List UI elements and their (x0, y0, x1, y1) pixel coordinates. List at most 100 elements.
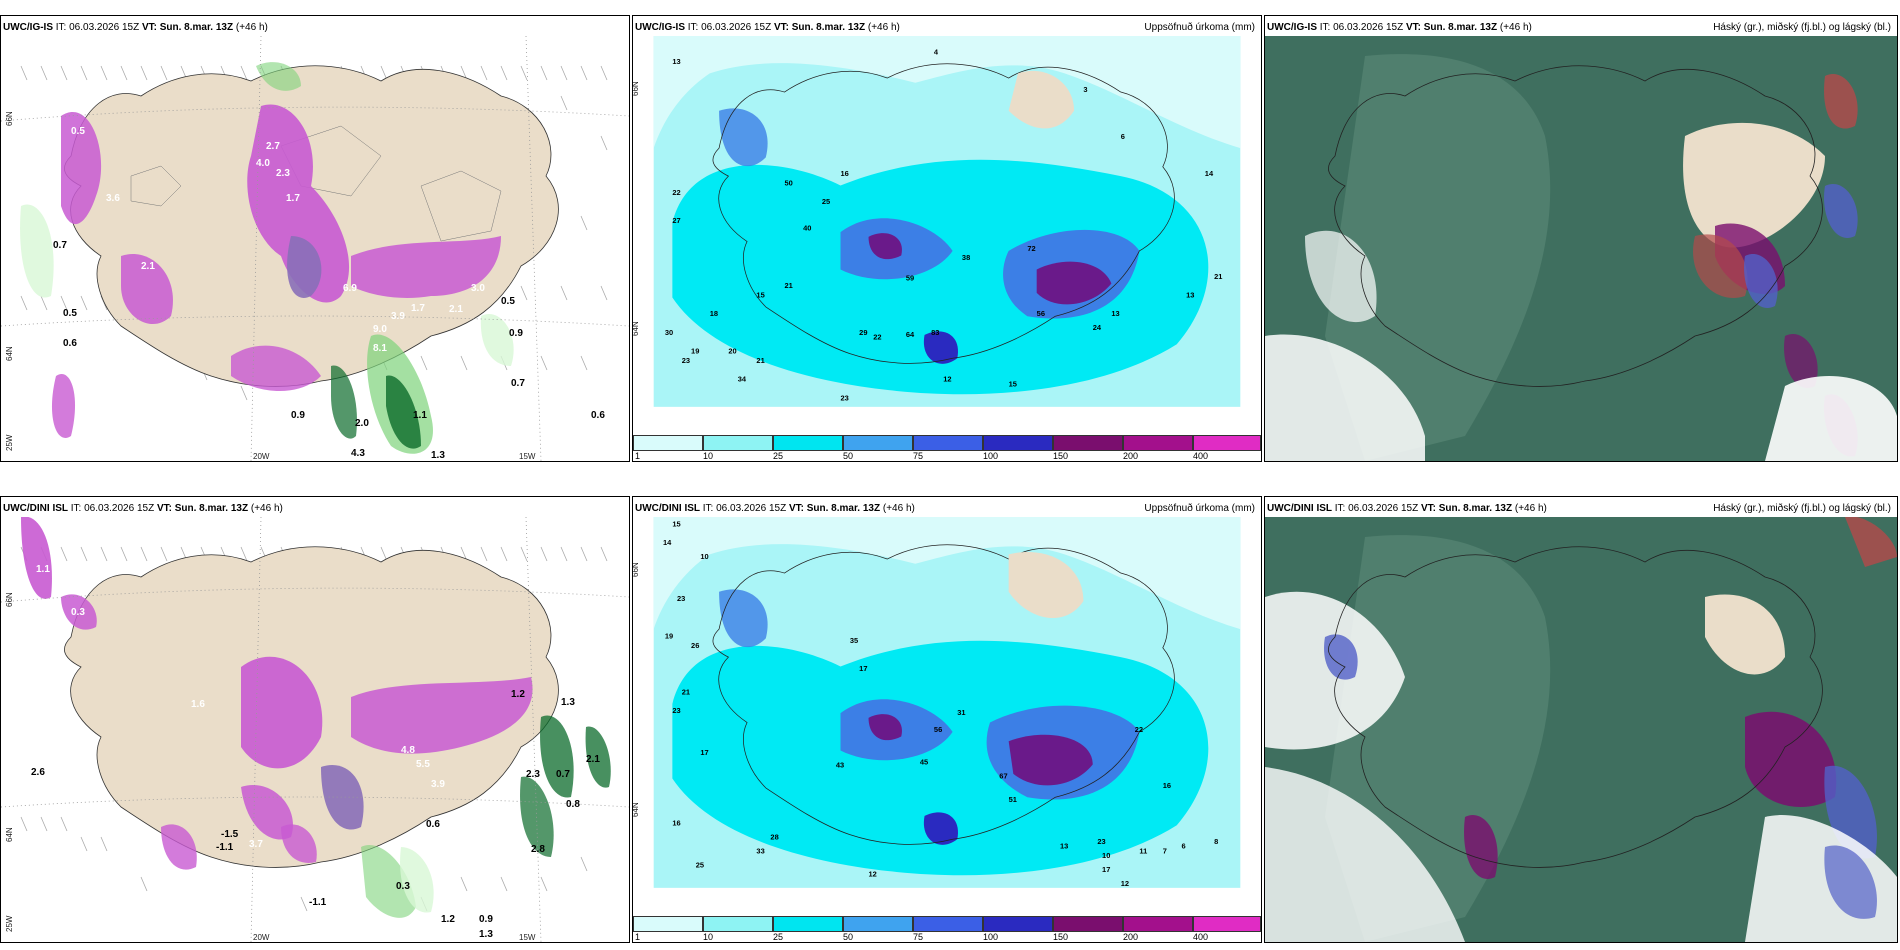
svg-text:31: 31 (957, 708, 965, 717)
lat-label: 64N (5, 827, 14, 842)
svg-text:0.7: 0.7 (511, 378, 525, 389)
svg-text:0.9: 0.9 (479, 914, 493, 925)
svg-text:4.8: 4.8 (401, 745, 415, 756)
svg-text:1.1: 1.1 (413, 410, 427, 421)
svg-text:4: 4 (934, 48, 939, 57)
colorbar-swatch (983, 435, 1053, 451)
svg-text:1.6: 1.6 (191, 699, 205, 710)
svg-text:4.3: 4.3 (351, 448, 365, 459)
svg-text:-1.5: -1.5 (221, 829, 239, 840)
svg-text:1.2: 1.2 (441, 914, 455, 925)
svg-text:16: 16 (672, 818, 680, 827)
panel-header: UWC/DINI ISL IT: 06.03.2026 15Z VT: Sun.… (635, 503, 915, 514)
svg-text:23: 23 (677, 594, 685, 603)
lon-label: 15W (519, 452, 536, 461)
lat-label: 66N (5, 111, 14, 126)
colorbar-swatch (1123, 916, 1193, 932)
lat-label: 64N (632, 802, 640, 817)
panel-title: Háský (gr.), miðský (fj.bl.) og lágský (… (1713, 503, 1891, 514)
colorbar-swatch (1193, 435, 1261, 451)
svg-text:1.2: 1.2 (511, 689, 525, 700)
lon-label: 20W (253, 452, 270, 461)
svg-text:30: 30 (665, 328, 673, 337)
svg-text:21: 21 (1214, 272, 1222, 281)
svg-text:15: 15 (756, 291, 764, 300)
svg-text:22: 22 (873, 333, 881, 342)
svg-text:12: 12 (869, 870, 877, 879)
svg-text:0.3: 0.3 (71, 607, 85, 618)
svg-text:13: 13 (1186, 291, 1194, 300)
svg-text:56: 56 (1037, 309, 1045, 318)
svg-text:6: 6 (1121, 132, 1125, 141)
svg-text:8.1: 8.1 (373, 343, 387, 354)
svg-text:0.5: 0.5 (63, 308, 77, 319)
colorbar-tick: 200 (1123, 451, 1139, 461)
svg-text:2.8: 2.8 (531, 844, 545, 855)
svg-text:0.6: 0.6 (63, 338, 77, 349)
svg-text:45: 45 (920, 758, 928, 767)
colorbar-swatch (913, 435, 983, 451)
svg-text:8: 8 (1214, 837, 1218, 846)
svg-text:21: 21 (784, 281, 792, 290)
svg-text:4.0: 4.0 (256, 158, 270, 169)
svg-text:64: 64 (906, 330, 915, 339)
lon-label: 15W (519, 933, 536, 942)
svg-text:1.7: 1.7 (411, 303, 425, 314)
svg-text:6.9: 6.9 (343, 283, 357, 294)
svg-text:72: 72 (1027, 244, 1035, 253)
colorbar-tick: 400 (1193, 451, 1209, 461)
svg-text:18: 18 (710, 309, 718, 318)
svg-text:34: 34 (738, 375, 747, 384)
panel-header: UWC/DINI ISL IT: 06.03.2026 15Z VT: Sun.… (1267, 503, 1547, 514)
lat-label: 66N (5, 592, 14, 607)
svg-text:3.7: 3.7 (249, 839, 263, 850)
panel-header: UWC/IG-IS IT: 06.03.2026 15Z VT: Sun. 8.… (1267, 22, 1532, 33)
svg-text:10: 10 (1102, 851, 1110, 860)
lat-label: 64N (5, 346, 14, 361)
svg-text:29: 29 (859, 328, 867, 337)
svg-text:21: 21 (682, 687, 690, 696)
colorbar-tick: 10 (703, 932, 714, 942)
colorbar-tick: 150 (1053, 932, 1069, 942)
colorbar-tick: 25 (773, 932, 784, 942)
panel-header: UWC/DINI ISL IT: 06.03.2026 15Z VT: Sun.… (3, 503, 283, 514)
svg-text:67: 67 (999, 772, 1007, 781)
svg-text:2.1: 2.1 (449, 304, 463, 315)
svg-text:2.1: 2.1 (141, 261, 155, 272)
colorbar-tick: 200 (1123, 932, 1139, 942)
panel-clouds-igis: UWC/IG-IS IT: 06.03.2026 15Z VT: Sun. 8.… (1264, 15, 1898, 462)
svg-text:22: 22 (672, 188, 680, 197)
svg-text:0.7: 0.7 (556, 769, 570, 780)
colorbar-swatch (633, 435, 703, 451)
svg-text:17: 17 (1102, 865, 1110, 874)
svg-text:0.5: 0.5 (501, 296, 515, 307)
svg-text:23: 23 (682, 356, 690, 365)
svg-text:2.7: 2.7 (266, 141, 280, 152)
cloud-map (1265, 517, 1897, 942)
svg-text:2.1: 2.1 (586, 754, 600, 765)
svg-text:1.3: 1.3 (479, 929, 493, 940)
svg-text:33: 33 (756, 846, 764, 855)
svg-text:26: 26 (691, 641, 699, 650)
svg-text:0.6: 0.6 (591, 410, 605, 421)
svg-text:38: 38 (962, 253, 970, 262)
panel-precip-dini: UWC/DINI ISL IT: 06.03.2026 15Z VT: Sun.… (0, 496, 630, 943)
colorbar-tick: 100 (983, 932, 999, 942)
svg-text:28: 28 (770, 832, 778, 841)
svg-text:1.3: 1.3 (561, 697, 575, 708)
colorbar-swatch (843, 435, 913, 451)
svg-text:23: 23 (672, 706, 680, 715)
colorbar-swatch (983, 916, 1053, 932)
colorbar-tick: 150 (1053, 451, 1069, 461)
svg-text:0.7: 0.7 (53, 240, 67, 251)
colorbar-swatch (1053, 916, 1123, 932)
accum-map: 13 4 3 6 14 22 27 30 19 18 23 20 34 21 1… (653, 36, 1241, 407)
colorbar-tick: 1 (635, 451, 641, 461)
svg-text:35: 35 (850, 636, 858, 645)
panel-header: UWC/IG-IS IT: 06.03.2026 15Z VT: Sun. 8.… (3, 22, 268, 33)
svg-text:3.6: 3.6 (106, 193, 120, 204)
colorbar-swatch (1193, 916, 1261, 932)
svg-text:16: 16 (1163, 781, 1171, 790)
svg-text:12: 12 (943, 375, 951, 384)
svg-text:21: 21 (756, 356, 764, 365)
